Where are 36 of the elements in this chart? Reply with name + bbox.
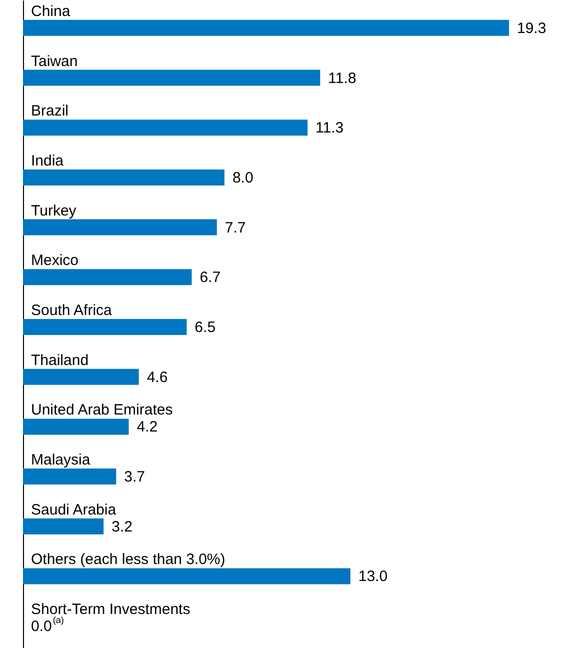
bar (23, 169, 224, 186)
data-label: 6.7 (200, 269, 221, 286)
data-label: 8.0 (232, 169, 254, 186)
data-label: 11.3 (316, 120, 344, 137)
y-tick-label: Malaysia (31, 452, 91, 469)
bar (23, 219, 217, 236)
data-label: 3.2 (112, 518, 132, 536)
data-label: 11.8 (328, 70, 356, 87)
bar (23, 418, 129, 435)
bar (23, 368, 139, 385)
data-label: 13.0 (358, 568, 388, 586)
bar (23, 568, 350, 584)
data-label: 7.7 (224, 219, 246, 236)
y-tick-label: South Africa (31, 302, 113, 319)
bar (23, 70, 320, 86)
bar (23, 20, 509, 36)
bar (23, 269, 192, 286)
y-tick-label: Brazil (31, 102, 69, 120)
data-label: 4.2 (136, 418, 158, 436)
y-tick-label: China (31, 2, 71, 20)
y-tick-label: Taiwan (31, 52, 78, 70)
bar (23, 518, 104, 534)
data-label: 3.7 (124, 468, 146, 486)
y-tick-label: Saudi Arabia (31, 501, 117, 518)
y-tick-label: Others (each less than 3.0%) (31, 551, 226, 568)
y-tick-label: India (31, 152, 64, 170)
bar (23, 319, 187, 335)
bar (23, 468, 116, 485)
y-tick-label: United Arab Emirates (31, 402, 173, 419)
y-tick-label: Mexico (31, 252, 79, 270)
y-tick-label: Thailand (31, 352, 89, 369)
y-tick-label: Turkey (31, 202, 77, 220)
data-label: 6.5 (194, 319, 216, 336)
data-label: 19.3 (517, 20, 546, 37)
data-label: 4.6 (146, 368, 168, 386)
bar (23, 120, 308, 136)
